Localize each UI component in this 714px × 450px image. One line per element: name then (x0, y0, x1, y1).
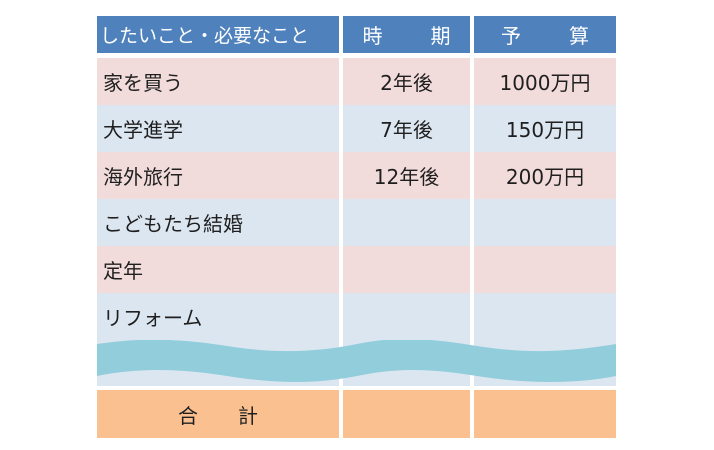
row-item: 海外旅行 (97, 152, 339, 199)
continuation-row (97, 340, 616, 386)
row-budget: 150万円 (474, 105, 616, 152)
row-time (343, 293, 470, 340)
row-item: 大学進学 (97, 105, 339, 152)
table-row: 大学進学 7年後 150万円 (97, 105, 616, 152)
header-item: したいこと・必要なこと (97, 16, 339, 53)
row-time: 7年後 (343, 105, 470, 152)
row-time (343, 246, 470, 293)
row-time: 12年後 (343, 152, 470, 199)
row-budget: 1000万円 (474, 58, 616, 105)
row-item: こどもたち結婚 (97, 199, 339, 246)
row-budget (474, 246, 616, 293)
row-budget (474, 199, 616, 246)
row-budget (474, 293, 616, 340)
header-time: 時 期 (343, 16, 470, 53)
row-item: リフォーム (97, 293, 339, 340)
wave-break-icon (97, 340, 616, 382)
total-label-text: 合計 (178, 403, 298, 428)
table-row: こどもたち結婚 (97, 199, 616, 246)
plan-table: したいこと・必要なこと 時 期 予 算 家を買う 2年後 1000万円 大学進学… (97, 16, 616, 442)
row-budget: 200万円 (474, 152, 616, 199)
total-budget (474, 390, 616, 438)
table-row: 海外旅行 12年後 200万円 (97, 152, 616, 199)
row-time (343, 199, 470, 246)
table-row: 家を買う 2年後 1000万円 (97, 58, 616, 105)
table-row: リフォーム (97, 293, 616, 340)
table-row: 定年 (97, 246, 616, 293)
total-row: 合計 (97, 390, 616, 438)
total-label: 合計 (97, 390, 339, 438)
row-item: 家を買う (97, 58, 339, 105)
row-time: 2年後 (343, 58, 470, 105)
row-item: 定年 (97, 246, 339, 293)
header-budget: 予 算 (474, 16, 616, 53)
table-header-row: したいこと・必要なこと 時 期 予 算 (97, 16, 616, 53)
total-time (343, 390, 470, 438)
